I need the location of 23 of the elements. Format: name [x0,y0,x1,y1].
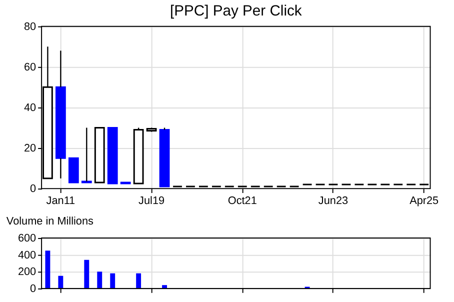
bar [58,276,64,288]
y-tick-label: 400 [18,249,36,262]
bar [97,272,102,288]
bar [162,285,167,288]
y-tick-label: 20 [24,142,36,154]
bar [136,273,142,288]
bar [84,260,90,288]
y-tick-label: 0 [30,183,36,196]
x-tick-label: Jun23 [318,194,348,207]
y-tick-label: 40 [24,102,36,114]
y-tick-label: 60 [24,61,36,74]
chart-title: [PPC] Pay Per Click [170,3,302,20]
y-tick-label: 80 [24,20,36,33]
x-tick-label: Jan11 [46,194,76,207]
y-tick-label: 200 [18,266,36,278]
x-tick-label: Apr25 [410,194,439,207]
bar [110,273,116,288]
y-tick-label: 600 [18,232,36,244]
x-tick-label: Oct21 [228,194,257,207]
y-tick-label: 0 [30,282,36,295]
x-tick-label: Jul19 [138,194,165,207]
y-axis-title: Volume in Millions [6,216,94,228]
bar [45,250,50,288]
